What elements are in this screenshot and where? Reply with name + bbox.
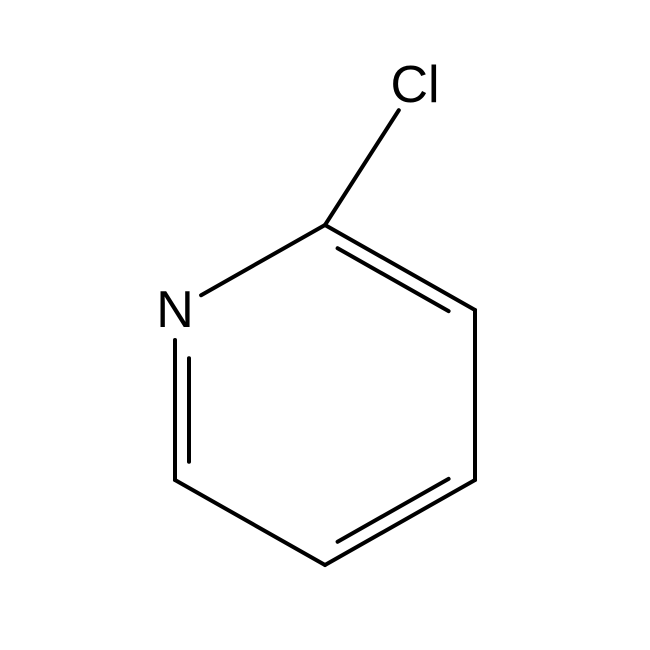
molecule-diagram: N Cl [0, 0, 650, 650]
bond-line [175, 480, 325, 565]
atoms-group: N Cl [156, 56, 439, 339]
bond-line [338, 479, 449, 542]
atom-label-n: N [156, 281, 194, 339]
bond-line [338, 248, 449, 311]
bond-line [325, 480, 475, 565]
bonds-group [175, 110, 475, 565]
bond-line [201, 225, 325, 295]
atom-label-cl: Cl [390, 56, 439, 114]
bond-line [325, 225, 475, 310]
bond-line [325, 110, 399, 225]
